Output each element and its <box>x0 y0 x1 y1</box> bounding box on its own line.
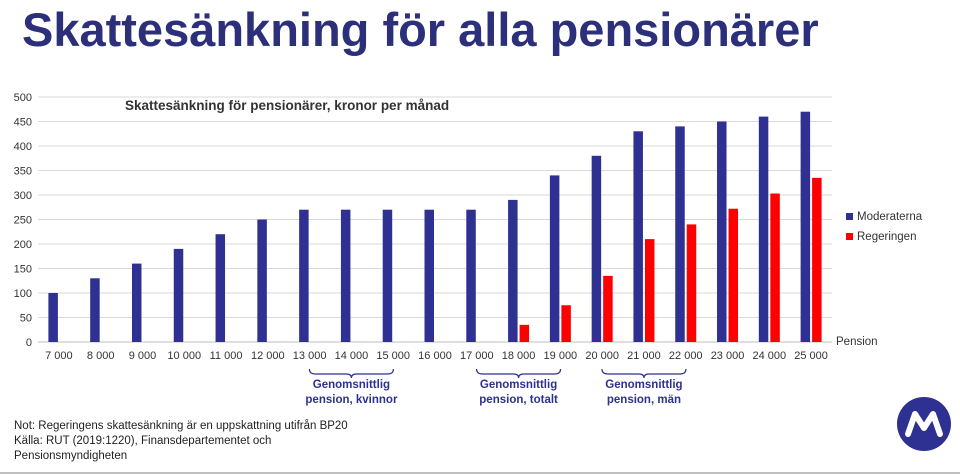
y-tick-label: 150 <box>14 264 32 276</box>
x-tick-label: 17 000 <box>460 350 494 362</box>
bar-regeringen-14 <box>644 239 655 342</box>
bar-moderaterna-3 <box>173 248 184 342</box>
x-tick-label: 7 000 <box>45 350 73 362</box>
footnotes: Not: Regeringens skattesänkning är en up… <box>14 419 348 464</box>
y-tick-label: 250 <box>14 215 32 227</box>
x-tick-label: 23 000 <box>711 350 745 362</box>
bar-regeringen-18 <box>812 177 822 342</box>
moderaterna-m-logo-icon <box>897 397 951 451</box>
bar-regeringen-15 <box>686 224 697 342</box>
chart-title: Skattesänkning för pensionärer, kronor p… <box>125 98 449 113</box>
legend-swatch-regeringen <box>846 233 853 240</box>
bar-moderaterna-7 <box>340 209 351 342</box>
y-tick-label: 350 <box>14 166 32 178</box>
bar-regeringen-12 <box>561 305 571 342</box>
source-line: Källa: RUT (2019:1220), Finansdepartemen… <box>14 435 272 447</box>
x-tick-label: 18 000 <box>502 350 536 362</box>
x-tick-label: 19 000 <box>544 350 578 362</box>
x-tick-label: 24 000 <box>752 350 786 362</box>
page-title: Skattesänkning för alla pensionärer <box>22 3 819 56</box>
x-tick-label: 20 000 <box>585 350 619 362</box>
bar-regeringen-11 <box>519 324 530 342</box>
bar-moderaterna-8 <box>382 209 393 342</box>
chart-bars <box>48 111 822 343</box>
x-tick-label: 22 000 <box>669 350 703 362</box>
bar-moderaterna-15 <box>675 126 685 343</box>
bar-moderaterna-17 <box>758 116 769 342</box>
bar-moderaterna-11 <box>508 199 518 342</box>
annotation-text: Genomsnittlig <box>480 379 557 391</box>
bar-moderaterna-6 <box>299 209 309 342</box>
y-tick-label: 400 <box>14 141 32 153</box>
annotation-text: pension, totalt <box>479 394 558 406</box>
bar-regeringen-16 <box>728 208 739 342</box>
legend-label: Regeringen <box>857 231 916 243</box>
source-line: Pensionsmyndigheten <box>14 450 128 462</box>
bar-regeringen-13 <box>603 275 613 342</box>
bar-moderaterna-1 <box>90 278 100 342</box>
x-tick-label: 15 000 <box>376 350 410 362</box>
y-tick-label: 0 <box>26 337 32 349</box>
y-tick-label: 500 <box>14 92 32 104</box>
bar-moderaterna-10 <box>466 209 476 342</box>
x-tick-label: 14 000 <box>335 350 369 362</box>
y-tick-label: 300 <box>14 190 32 202</box>
y-tick-label: 100 <box>14 288 32 300</box>
y-tick-label: 50 <box>20 313 32 325</box>
chart-legend: Moderaterna Regeringen <box>846 211 923 243</box>
chart-annotations: Genomsnittlig pension, kvinnor Genomsnittl… <box>305 368 687 406</box>
note-line: Not: Regeringens skattesänkning är en up… <box>14 420 348 432</box>
bar-moderaterna-9 <box>424 209 434 342</box>
x-axis-label: Pension <box>836 336 878 348</box>
bar-moderaterna-4 <box>215 234 226 342</box>
bar-moderaterna-12 <box>549 175 560 342</box>
annotation-brace <box>475 368 562 379</box>
x-tick-label: 13 000 <box>293 350 327 362</box>
bar-moderaterna-5 <box>257 219 267 342</box>
bar-moderaterna-13 <box>591 155 602 342</box>
annotation-text: Genomsnittlig <box>605 379 682 391</box>
x-tick-label: 11 000 <box>210 350 243 362</box>
x-tick-label: 25 000 <box>794 350 828 362</box>
x-tick-label: 9 000 <box>129 350 157 362</box>
bar-moderaterna-0 <box>48 293 58 342</box>
chart-gridlines <box>38 96 832 318</box>
bar-moderaterna-14 <box>633 131 643 342</box>
bar-regeringen-17 <box>770 193 780 342</box>
x-tick-label: 10 000 <box>167 350 201 362</box>
bar-moderaterna-16 <box>717 121 727 342</box>
annotation-text: pension, män <box>607 394 681 406</box>
bar-moderaterna-18 <box>800 111 811 342</box>
x-tick-label: 21 000 <box>627 350 661 362</box>
annotation-text: pension, kvinnor <box>305 394 398 406</box>
footer-divider <box>0 472 960 474</box>
legend-swatch-moderaterna <box>846 213 853 220</box>
x-tick-label: 12 000 <box>251 350 285 362</box>
bar-moderaterna-2 <box>131 263 142 342</box>
y-tick-label: 450 <box>14 117 32 129</box>
y-tick-label: 200 <box>14 239 32 251</box>
legend-label: Moderaterna <box>857 211 923 223</box>
chart-labels: 0 50 100 150 200 250 300 350 400 450 500 7 000 8 000… <box>14 92 828 362</box>
annotation-text: Genomsnittlig <box>313 379 390 391</box>
x-tick-label: 8 000 <box>87 350 115 362</box>
x-tick-label: 16 000 <box>418 350 452 362</box>
annotation-brace <box>308 368 395 379</box>
annotation-brace <box>601 368 687 379</box>
